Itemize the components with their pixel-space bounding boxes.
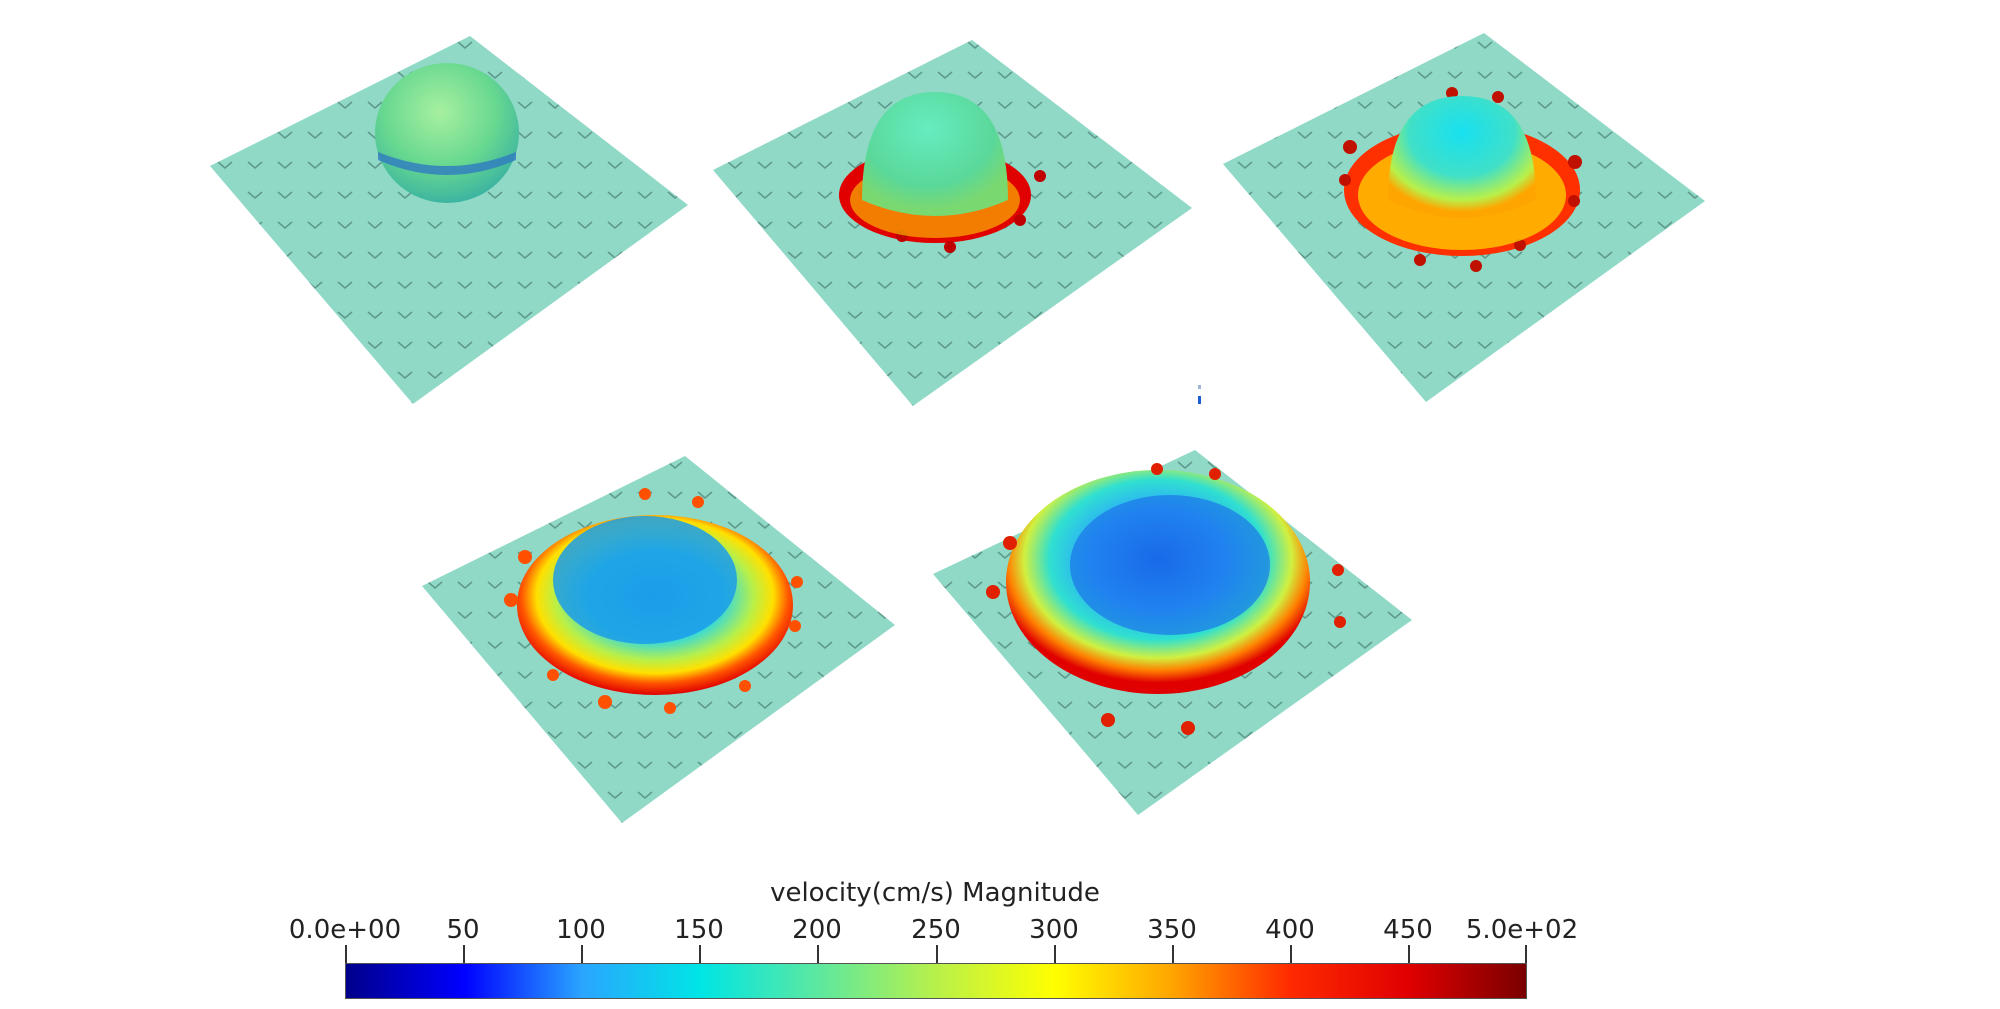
colorbar-tick-label: 150: [674, 915, 724, 945]
colorbar-tick-label: 450: [1383, 915, 1433, 945]
panel-3: [1223, 33, 1705, 402]
colorbar-tick-mark: [1172, 945, 1174, 963]
panel-4: [422, 456, 895, 823]
panel-5: [933, 450, 1412, 815]
colorbar-tick-label: 100: [556, 915, 606, 945]
droplet-sphere: [375, 63, 519, 203]
colorbar-tick-label: 250: [911, 915, 961, 945]
colorbar-tick-mark: [463, 945, 465, 963]
colorbar-tick-label: 200: [792, 915, 842, 945]
panel-2: [713, 40, 1192, 406]
droplet-dome: [862, 92, 1008, 216]
artifact-mark: [1198, 385, 1201, 389]
colorbar-tick-mark: [817, 945, 819, 963]
colorbar-tick-label: 350: [1147, 915, 1197, 945]
colorbar-title: velocity(cm/s) Magnitude: [770, 878, 1100, 908]
colorbar-tick-mark: [1054, 945, 1056, 963]
colorbar-tick-mark: [581, 945, 583, 963]
colorbar-gradient: [345, 963, 1527, 999]
panel-1: [210, 36, 688, 404]
colorbar-tick-label: 400: [1265, 915, 1315, 945]
colorbar-tick-label: 0.0e+00: [288, 915, 402, 945]
droplet-dome: [553, 516, 737, 644]
droplet-dome: [1070, 495, 1270, 635]
colorbar-tick-label: 50: [446, 915, 480, 945]
colorbar-tick-mark: [699, 945, 701, 963]
colorbar-tick-mark: [1408, 945, 1410, 963]
colorbar-tick-label: 5.0e+02: [1465, 915, 1579, 945]
colorbar-tick-mark: [1290, 945, 1292, 963]
colorbar-tick-mark: [936, 945, 938, 963]
droplet-dome: [1388, 96, 1536, 218]
colorbar-tick-label: 300: [1029, 915, 1079, 945]
colorbar-tick-mark: [345, 945, 347, 963]
colorbar-tick-mark: [1525, 945, 1527, 963]
